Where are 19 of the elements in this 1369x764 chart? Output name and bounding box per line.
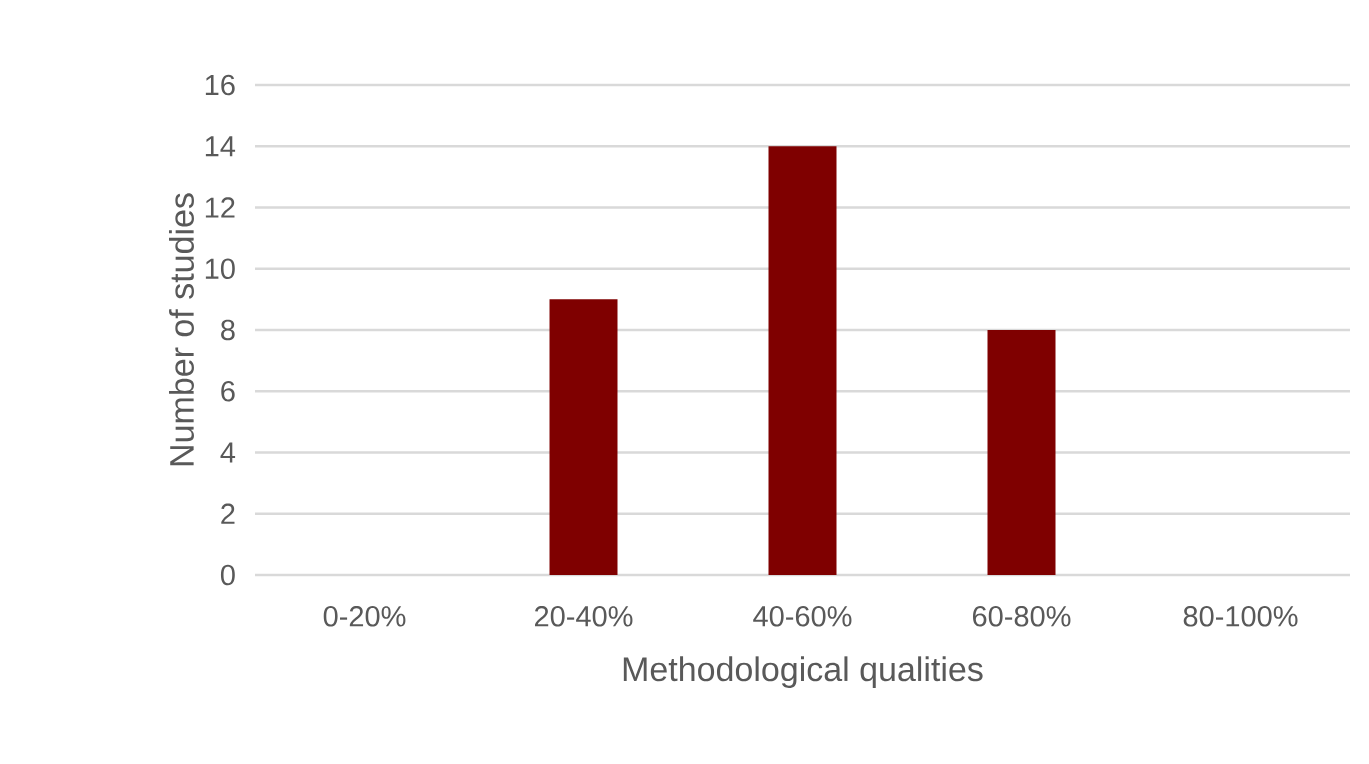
y-tick-label: 0 xyxy=(220,564,235,586)
y-tick-label: 6 xyxy=(221,380,235,402)
x-tick-label: 40-60% xyxy=(753,606,852,627)
x-tick-label: 0-20% xyxy=(323,606,406,627)
x-axis-title: Methodological qualities xyxy=(623,656,983,689)
bar xyxy=(987,329,1056,575)
y-tick-label: 10 xyxy=(205,258,235,279)
y-tick-label: 2 xyxy=(221,503,235,524)
y-tick-label: 4 xyxy=(220,442,236,463)
bar xyxy=(549,299,618,575)
x-tick-label: 60-80% xyxy=(973,606,1071,627)
x-tick-label: 80-100% xyxy=(1183,606,1298,627)
x-tick-label: 20-40% xyxy=(535,606,633,627)
y-tick-label: 14 xyxy=(205,136,236,157)
y-tick-label: 8 xyxy=(221,319,235,341)
bar xyxy=(768,146,837,575)
y-axis-title: Number of studies xyxy=(169,193,194,466)
y-tick-label: 16 xyxy=(205,74,235,96)
y-tick-label: 12 xyxy=(205,197,235,218)
